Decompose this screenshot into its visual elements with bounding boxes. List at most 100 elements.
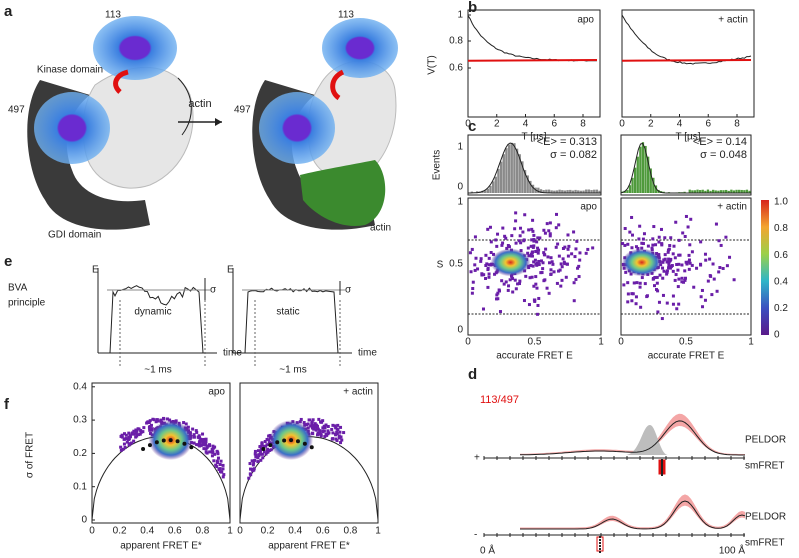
heat-cell — [534, 249, 538, 253]
hist-bar — [644, 145, 647, 193]
heat-cell — [662, 258, 666, 262]
heat-cell — [264, 452, 268, 456]
tick-label: 0.8 — [449, 36, 463, 47]
heat-cell — [542, 279, 546, 283]
heat-cell — [661, 266, 665, 270]
label: static — [276, 307, 299, 318]
heat-cell — [165, 417, 169, 421]
heat-cell — [256, 456, 260, 460]
hist-bar — [574, 189, 577, 193]
label: <E> = 0.14 — [693, 136, 747, 148]
hist-bar — [499, 161, 503, 193]
label: PELDOR — [745, 435, 786, 446]
heat-cell — [663, 253, 667, 257]
heat-cell — [542, 228, 546, 232]
heat-cell — [535, 240, 539, 244]
heat-cell — [518, 234, 522, 238]
tick-label: 0.6 — [168, 526, 182, 537]
hist-bar — [706, 189, 710, 193]
heat-cell — [684, 260, 688, 264]
heat-cell — [634, 245, 638, 249]
heat-cell — [534, 282, 538, 286]
hist-bar — [654, 185, 658, 193]
heat-cell — [501, 241, 505, 245]
heat-cell — [527, 228, 531, 232]
heat-cell — [315, 425, 319, 429]
label: GDI domain — [48, 230, 101, 241]
heat-cell — [323, 426, 327, 430]
heat-cell — [541, 261, 545, 265]
hist-bar — [483, 190, 487, 193]
heat-cell — [302, 421, 306, 425]
heat-cell — [265, 443, 269, 447]
tick-label: 0 — [465, 119, 471, 130]
heat-cell — [334, 432, 338, 436]
heat-cell — [699, 295, 703, 299]
heat-cell — [680, 280, 684, 284]
label: 497 — [8, 105, 25, 116]
heat-cell — [474, 256, 478, 260]
heat-cell — [266, 447, 270, 451]
hist-bar — [539, 189, 543, 193]
heat-cell — [624, 270, 628, 274]
heat-cell — [680, 263, 684, 267]
heat-cell — [323, 435, 327, 439]
label: σ — [345, 285, 352, 296]
heat-cell — [721, 266, 725, 270]
label: σ = 0.082 — [550, 149, 597, 161]
tick-label: 0 — [89, 526, 95, 537]
heat-cell — [536, 303, 540, 307]
heat-cell — [310, 420, 314, 424]
heat-cell — [342, 431, 346, 435]
heat-cell — [623, 227, 627, 231]
heat-cell — [673, 256, 677, 260]
hist-bar — [727, 190, 730, 193]
heat-cell — [501, 226, 505, 230]
heat-cell — [498, 289, 502, 293]
heat-cell — [686, 225, 690, 229]
panel-label: d — [468, 366, 477, 383]
heat-cell — [487, 275, 491, 279]
heat-cell — [120, 435, 124, 439]
heat-cell — [480, 273, 484, 277]
heat-cell — [298, 420, 302, 424]
heat-cell — [663, 236, 667, 240]
heat-cell — [489, 240, 493, 244]
heat-cell — [132, 439, 136, 443]
heat-cell — [215, 449, 219, 453]
heat-cell — [521, 230, 525, 234]
heat-cell — [522, 239, 526, 243]
heat-cell — [148, 419, 152, 423]
heat-cell — [513, 227, 517, 231]
heat-cell — [651, 276, 655, 280]
heat-cell — [314, 428, 318, 432]
heat-cell — [654, 243, 658, 247]
fit-line — [621, 59, 752, 62]
heat-cell — [213, 452, 217, 456]
heat-cell — [674, 220, 678, 224]
tick-label: 2 — [648, 119, 654, 130]
heat-cell — [481, 307, 485, 311]
heat-cell — [537, 259, 541, 263]
plot-frame — [239, 382, 379, 524]
heat-cell — [514, 287, 518, 291]
heat-cell — [337, 434, 341, 438]
heat-cell — [518, 279, 522, 283]
heat-cell — [626, 281, 630, 285]
heat-cell — [511, 277, 515, 281]
hist-bar — [595, 189, 599, 193]
heat-cell — [641, 237, 645, 241]
heat-cell — [667, 261, 671, 265]
heat-cell — [142, 426, 146, 430]
heat-cell — [299, 417, 303, 421]
heat-cell — [639, 305, 643, 309]
heat-cell — [532, 298, 536, 302]
tick-label: 0 — [618, 337, 624, 348]
heat-cell — [214, 463, 218, 467]
tick-label: 1 — [457, 10, 463, 21]
heat-cell — [221, 467, 225, 471]
heat-cell — [141, 430, 145, 434]
hist-bar — [582, 190, 585, 193]
hist-bar — [730, 189, 733, 193]
heat-cell — [210, 450, 214, 454]
